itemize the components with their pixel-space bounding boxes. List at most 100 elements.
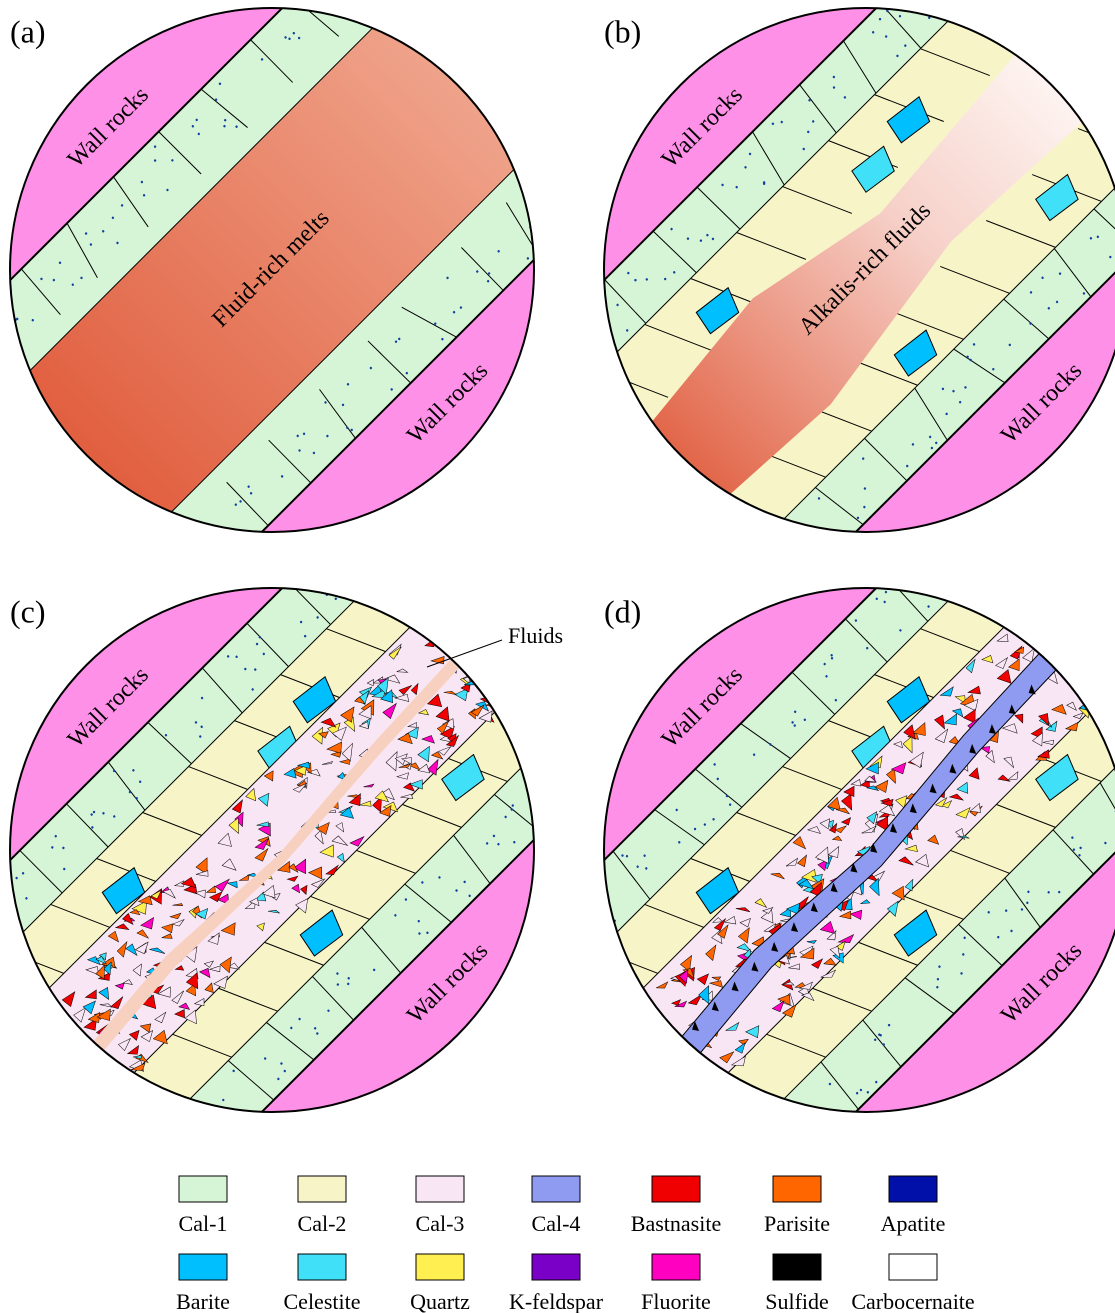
panel-label: (d): [604, 593, 641, 629]
carbocernaite: [361, 570, 364, 573]
legend-swatch: [889, 1176, 937, 1202]
carbocernaite: [610, 921, 613, 924]
carbocernaite: [952, 581, 955, 584]
figure: Wall rocksFluid-rich meltsWall rocks(a)W…: [0, 0, 1115, 1313]
carbocernaite: [608, 741, 611, 744]
carbocernaite: [215, 549, 218, 552]
legend-label: Cal-2: [298, 1211, 347, 1236]
legend-label: Cal-4: [532, 1211, 581, 1236]
carbocernaite: [579, 722, 582, 725]
carbocernaite: [799, 553, 802, 556]
legend-swatch: [416, 1176, 464, 1202]
carbocernaite: [218, 1109, 221, 1112]
legend-swatch: [773, 1176, 821, 1202]
legend-label: Bastnasite: [631, 1211, 721, 1236]
legend-swatch: [298, 1254, 346, 1280]
carbocernaite: [542, 200, 545, 203]
carbocernaite: [590, 345, 593, 348]
carbocernaite: [597, 902, 600, 905]
panel-label: (c): [10, 593, 46, 629]
legend-swatch: [652, 1254, 700, 1280]
carbocernaite: [573, 760, 576, 763]
carbocernaite: [221, 529, 224, 532]
grain-boundary: [935, 526, 980, 571]
carbocernaite: [4, 929, 7, 932]
carbocernaite: [549, 172, 552, 175]
grain-boundary: [767, 535, 810, 578]
legend-swatch: [532, 1176, 580, 1202]
carbocernaite: [551, 178, 554, 181]
carbocernaite: [199, 554, 202, 557]
carbocernaite: [781, 547, 784, 550]
carbocernaite: [773, 1124, 776, 1127]
grain-boundary: [172, 1106, 226, 1160]
carbocernaite: [978, 515, 981, 518]
carbocernaite: [986, 527, 989, 530]
carbocernaite: [973, 532, 976, 535]
carbocernaite: [226, 534, 229, 537]
legend-swatch: [416, 1254, 464, 1280]
legend-swatch: [652, 1176, 700, 1202]
carbocernaite: [572, 196, 575, 199]
legend-label: Quartz: [410, 1289, 470, 1313]
carbocernaite: [554, 749, 557, 752]
legend-swatch: [773, 1254, 821, 1280]
carbocernaite: [822, 1109, 825, 1112]
carbocernaite: [538, 218, 541, 221]
carbocernaite: [351, 8, 354, 11]
carbocernaite: [807, 566, 810, 569]
legend-label: Fluorite: [641, 1289, 711, 1313]
legend-swatch: [298, 1176, 346, 1202]
legend-label: Cal-3: [416, 1211, 465, 1236]
carbocernaite: [596, 162, 599, 165]
carbocernaite: [596, 905, 599, 908]
panel-label: (a): [10, 13, 46, 49]
legend-label: Sulfide: [765, 1289, 829, 1313]
grain-boundary: [565, 315, 612, 362]
carbocernaite: [789, 1111, 792, 1114]
legend-label: K-feldspar: [509, 1289, 604, 1313]
legend-swatch: [179, 1254, 227, 1280]
carbocernaite: [233, 1115, 236, 1118]
carbocernaite: [590, 328, 593, 331]
carbocernaite: [804, 1114, 807, 1117]
carbocernaite: [392, 531, 395, 534]
legend-swatch: [179, 1176, 227, 1202]
carbocernaite: [537, 797, 540, 800]
legend-label: Barite: [176, 1289, 230, 1313]
carbocernaite: [543, 209, 546, 212]
carbocernaite: [796, 547, 799, 550]
carbocernaite: [955, 560, 958, 563]
panel-label: (b): [604, 13, 641, 49]
grain-boundary: [774, 1108, 817, 1151]
carbocernaite: [0, 304, 1, 307]
legend-swatch: [889, 1254, 937, 1280]
grain-boundary: [543, 165, 586, 208]
carbocernaite: [945, 8, 948, 11]
carbocernaite: [215, 553, 218, 556]
legend-label: Carbocernaite: [851, 1289, 974, 1313]
carbocernaite: [216, 1140, 219, 1143]
carbocernaite: [824, 539, 827, 542]
carbocernaite: [941, 574, 944, 577]
carbocernaite: [328, 3, 331, 6]
legend-label: Apatite: [881, 1211, 946, 1236]
carbocernaite: [586, 314, 589, 317]
carbocernaite: [605, 158, 608, 161]
callout: Fluids: [508, 623, 563, 648]
carbocernaite: [567, 793, 570, 796]
carbocernaite: [790, 1108, 793, 1111]
carbocernaite: [911, 561, 914, 564]
legend-label: Celestite: [284, 1289, 361, 1313]
carbocernaite: [376, 522, 379, 525]
grain-boundary: [333, 531, 382, 580]
grain-boundary: [175, 533, 219, 577]
carbocernaite: [561, 780, 564, 783]
grain-boundary: [558, 901, 606, 949]
grain-boundary: [541, 746, 585, 790]
carbocernaite: [595, 753, 598, 756]
carbocernaite: [226, 1129, 229, 1132]
carbocernaite: [391, 518, 394, 521]
mineral-zone: [442, 426, 1115, 1275]
legend-swatch: [532, 1254, 580, 1280]
